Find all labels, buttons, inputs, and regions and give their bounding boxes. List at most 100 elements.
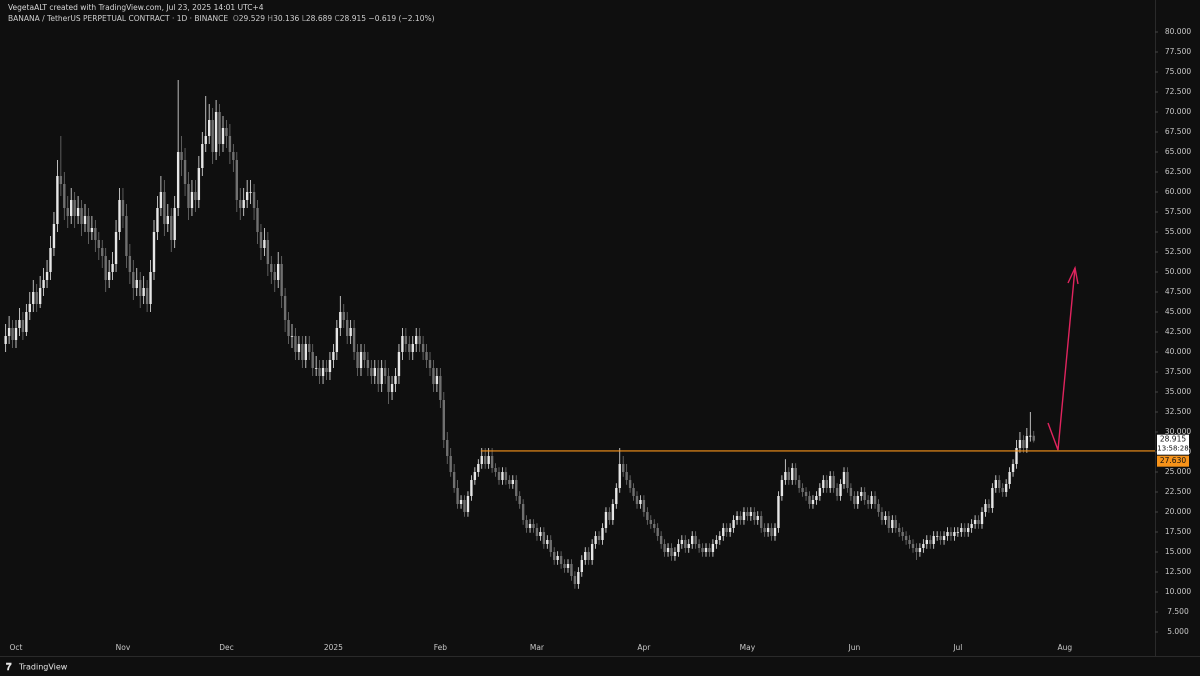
candle-body [70,200,73,216]
y-tick-label: 22.500 [1165,487,1191,496]
candle-body [456,488,459,504]
candle-body [156,208,159,232]
candle-body [135,280,138,288]
candle-body [639,500,642,504]
candle-body [394,376,397,384]
candle-body [570,564,573,576]
candle-body [25,312,28,332]
candle-body [128,256,132,272]
candle-body [218,112,221,144]
candle-body [314,368,318,369]
candle-body [346,320,349,336]
ohlc-label: C [334,14,340,23]
candle-body [1025,436,1029,448]
candle-body [659,536,663,544]
candle-body [556,556,559,560]
candle-body [894,520,897,528]
candle-body [125,216,128,256]
candle-body [780,480,784,496]
candle-body [849,488,853,496]
candle-body [197,168,201,200]
candle-body [901,532,904,536]
candle-body [1029,435,1032,437]
candle-body [52,224,56,248]
candle-body [515,480,518,496]
candle-body [704,548,708,552]
candle-body [283,296,287,320]
candle-body [987,504,991,508]
candle-body [308,344,311,352]
x-tick-label: Oct [10,643,23,652]
candle-body [573,576,577,584]
y-tick-label: 20.000 [1165,507,1191,516]
candle-body [166,216,169,224]
candle-body [490,456,494,468]
candle-body [214,112,218,152]
candle-body [259,232,263,248]
candle-body [180,152,183,160]
candle-body [173,208,176,240]
candle-body [118,200,121,232]
candle-body [739,516,742,520]
candle-body [521,504,525,520]
candle-body [232,152,235,160]
candle-body [28,304,31,312]
candle-body [549,540,552,552]
candle-body [452,472,456,488]
candle-body [656,528,659,536]
candle-body [908,540,911,544]
candle-body [377,368,380,384]
candle-body [708,548,711,552]
candle-body [577,572,580,584]
candle-body [494,468,497,472]
candle-body [415,336,418,344]
candle-body [532,524,535,528]
candle-body [884,516,887,520]
candle-body [273,272,276,280]
candle-body [559,556,563,564]
candle-body [511,480,514,484]
ohlc-value: 30.136 [273,14,300,23]
candle-body [463,500,466,512]
candle-body [525,520,528,528]
candle-body [749,512,753,516]
candle-body [446,440,449,456]
candle-body [139,280,142,296]
y-tick-label: 10.000 [1165,587,1191,596]
candle-body [801,488,804,492]
y-tick-label: 30.000 [1165,427,1191,436]
candle-body [956,532,960,533]
x-tick-label: Aug [1057,643,1072,652]
candle-body [370,368,373,376]
candle-body [622,464,625,472]
candle-body [587,552,590,560]
candle-body [83,216,87,224]
candle-body [294,336,297,352]
candle-body [697,544,701,548]
arrow-path [1047,267,1076,451]
candle-body [870,496,873,504]
candle-body [760,516,763,528]
candle-body [339,312,342,328]
candle-body [432,368,435,384]
candle-body [142,288,145,296]
candle-body [825,480,828,488]
ohlc-value: 29.529 [238,14,266,23]
candle-body [973,520,977,524]
candle-body [401,336,404,352]
x-tick-label: Jul [952,643,962,652]
y-tick-label: 55.000 [1165,227,1191,236]
candle-body [228,136,232,152]
candle-body [504,472,508,480]
y-tick-label: 57.500 [1165,207,1191,216]
candle-body [763,528,766,532]
candle-body [946,532,949,536]
candle-body [597,536,601,540]
candle-body [797,480,801,488]
candle-body [756,516,759,520]
candle-body [608,512,611,520]
candle-body [856,496,859,504]
candle-body [221,128,225,144]
candle-body [853,496,856,504]
candle-body [701,548,704,552]
